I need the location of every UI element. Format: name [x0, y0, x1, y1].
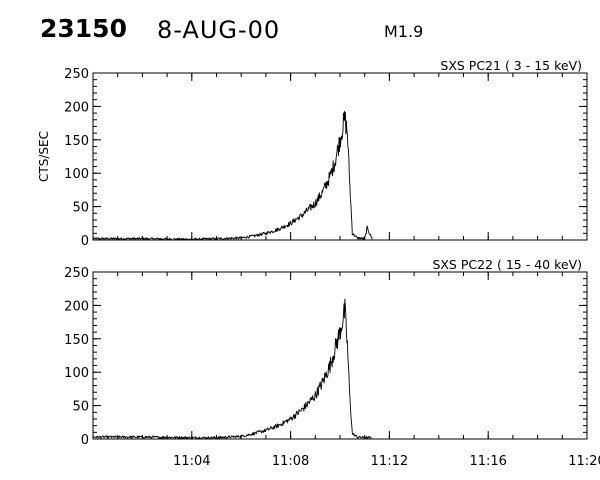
x-tick-label: 11:12	[371, 454, 408, 469]
y-tick-label: 200	[64, 100, 89, 115]
y-tick-label: 0	[81, 234, 89, 249]
panel-pc22: 0 50 100 150 200 250 11:04 11:08 11:12 11:16 11:20…	[64, 257, 600, 469]
x-tick-label: 11:04	[173, 454, 210, 469]
series-line	[92, 110, 373, 241]
panel-title: SXS PC22 ( 15 - 40 keV)	[432, 257, 582, 272]
panel-pc21: 0 50 100 150 200 250 SXS PC21 ( 3 - 15 keV) CTS…	[37, 58, 588, 249]
y-tick-label: 150	[64, 134, 89, 149]
series-line	[92, 298, 373, 440]
y-tick-label: 0	[81, 433, 89, 448]
y-tick-label: 100	[64, 167, 89, 182]
y-axis-label: CTS/SEC	[37, 131, 51, 182]
event-date: 8-AUG-00	[157, 16, 281, 44]
x-tick-label: 11:16	[469, 454, 506, 469]
event-id: 23150	[40, 14, 127, 43]
y-tick-label: 200	[64, 299, 89, 314]
plot-frame	[92, 271, 588, 440]
y-tick-label: 50	[72, 400, 89, 415]
flare-class: M1.9	[384, 22, 424, 41]
y-tick-label: 250	[64, 266, 89, 281]
x-tick-label: 11:20	[568, 454, 600, 469]
y-tick-label: 100	[64, 366, 89, 381]
plot-frame	[92, 72, 588, 241]
x-tick-label: 11:08	[272, 454, 309, 469]
y-tick-label: 50	[72, 201, 89, 216]
y-tick-label: 150	[64, 333, 89, 348]
y-tick-label: 250	[64, 67, 89, 82]
panel-title: SXS PC21 ( 3 - 15 keV)	[440, 58, 582, 73]
